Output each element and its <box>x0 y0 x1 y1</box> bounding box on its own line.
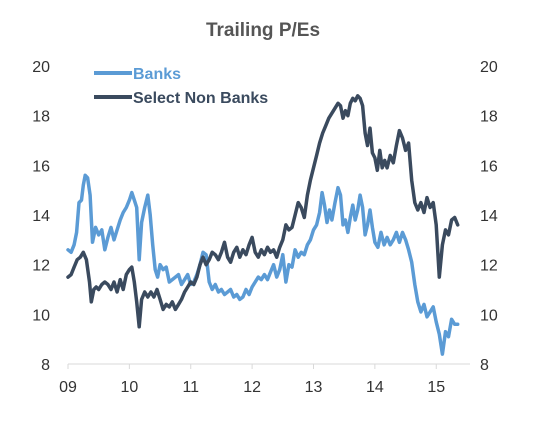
x-axis: 09 10 11 12 13 14 15 <box>59 364 445 396</box>
y-tick-right-12: 12 <box>480 258 498 275</box>
legend-label-banks: Banks <box>133 66 181 83</box>
y-tick-left-14: 14 <box>32 208 50 225</box>
y-tick-right-18: 18 <box>480 109 498 126</box>
legend-item-select-non-banks: Select Non Banks <box>94 90 268 107</box>
y-axis-right: 8 10 12 14 16 18 20 <box>480 59 498 374</box>
y-tick-right-14: 14 <box>480 208 498 225</box>
y-tick-left-8: 8 <box>41 357 50 374</box>
x-tick-14: 14 <box>366 379 384 396</box>
x-tick-11: 11 <box>182 379 199 396</box>
y-axis-left: 8 10 12 14 16 18 20 <box>32 59 50 374</box>
x-tick-13: 13 <box>305 379 323 396</box>
y-tick-left-16: 16 <box>32 158 50 175</box>
series-lines <box>66 94 460 356</box>
legend-label-select-non-banks: Select Non Banks <box>133 90 268 107</box>
y-tick-right-16: 16 <box>480 158 498 175</box>
y-tick-left-10: 10 <box>32 307 50 324</box>
y-tick-right-8: 8 <box>480 357 489 374</box>
series-line-banks <box>66 173 460 356</box>
y-tick-left-20: 20 <box>32 59 50 76</box>
x-tick-15: 15 <box>427 379 445 396</box>
chart-title: Trailing P/Es <box>206 20 320 41</box>
x-tick-09: 09 <box>59 379 77 396</box>
legend-item-banks: Banks <box>94 66 181 83</box>
y-tick-left-18: 18 <box>32 109 50 126</box>
y-tick-right-20: 20 <box>480 59 498 76</box>
y-tick-right-10: 10 <box>480 307 498 324</box>
legend: Banks Select Non Banks <box>94 66 268 107</box>
series-line-select-non-banks <box>66 94 460 329</box>
x-tick-10: 10 <box>120 379 138 396</box>
x-tick-12: 12 <box>243 379 261 396</box>
y-tick-left-12: 12 <box>32 258 50 275</box>
